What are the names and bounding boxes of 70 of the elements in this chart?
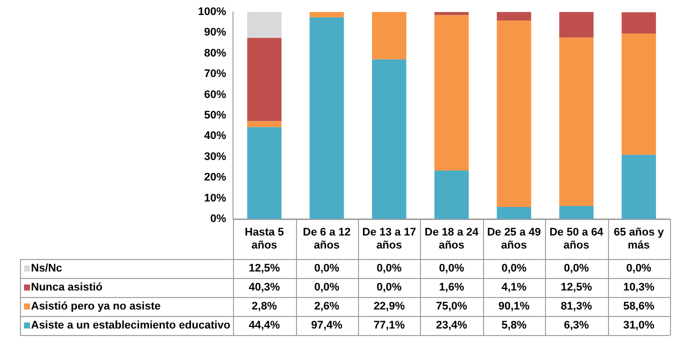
x-tick-label: De 25 a 49 años	[487, 226, 541, 252]
bar	[434, 170, 469, 219]
x-tick-label: De 18 a 24 años	[424, 226, 480, 252]
legend-label: Asiste a un establecimiento educativo	[31, 320, 231, 332]
data-label: 4,1%	[501, 282, 527, 294]
bar	[310, 17, 344, 219]
bar	[247, 121, 282, 128]
bar	[310, 12, 344, 18]
data-label: 0,0%	[376, 262, 402, 275]
y-tick-label: 10%	[204, 192, 226, 204]
data-label: 0,0%	[439, 262, 464, 275]
data-label: 12,5%	[248, 262, 280, 275]
bar	[559, 38, 594, 206]
y-tick-label: 70%	[204, 68, 226, 80]
data-label: 58,6%	[623, 300, 655, 313]
data-label: 1,6%	[439, 282, 464, 294]
bar	[496, 20, 532, 207]
bar	[496, 12, 532, 20]
data-label: 81,3%	[560, 300, 592, 313]
data-label: 40,3%	[248, 282, 280, 294]
y-tick-label: 40%	[204, 130, 226, 142]
data-label: 90,1%	[498, 300, 530, 313]
data-label: 44,4%	[248, 320, 280, 332]
data-label: 0,0%	[501, 262, 527, 275]
x-tick-label: 65 años y más	[614, 226, 665, 252]
bar	[247, 12, 282, 38]
data-label: 23,4%	[436, 320, 468, 332]
data-label: 75,0%	[436, 300, 468, 313]
y-tick-label: 50%	[204, 110, 226, 122]
bar	[559, 206, 594, 219]
x-tick-label: De 50 a 64 años	[549, 226, 604, 252]
data-label: 31,0%	[623, 320, 655, 332]
data-label: 22,9%	[374, 300, 405, 313]
data-label: 2,8%	[252, 300, 278, 313]
legend-label: Nunca asistió	[31, 282, 103, 294]
bar	[434, 12, 469, 16]
bar	[434, 15, 469, 171]
data-label: 2,6%	[314, 300, 340, 313]
data-label: 5,8%	[501, 320, 527, 332]
data-label: 0,0%	[626, 262, 652, 275]
data-label: 0,0%	[564, 262, 590, 275]
y-tick-label: 80%	[204, 47, 226, 60]
legend-label: Ns/Nc	[31, 262, 62, 275]
data-label: 12,5%	[560, 282, 592, 294]
bar	[559, 12, 594, 38]
bar	[622, 12, 656, 34]
x-tick-label: De 6 a 12 años	[302, 226, 351, 252]
y-tick-label: 100%	[198, 6, 226, 18]
data-label: 77,1%	[374, 320, 405, 332]
x-tick-label: De 13 a 17 años	[362, 226, 416, 252]
bar	[247, 38, 282, 122]
data-label: 6,3%	[564, 320, 590, 332]
y-tick-label: 30%	[204, 150, 226, 163]
y-tick-label: 90%	[204, 26, 226, 39]
data-label: 97,4%	[311, 320, 343, 332]
bar	[372, 12, 406, 60]
bar	[372, 59, 406, 219]
data-label: 0,0%	[314, 282, 340, 294]
data-label: 0,0%	[314, 262, 340, 275]
bar	[622, 34, 656, 155]
y-tick-label: 0%	[210, 213, 226, 226]
legend-label: Asistió pero ya no asiste	[31, 300, 161, 313]
x-tick-label: Hasta 5 años	[244, 226, 284, 252]
y-tick-label: 60%	[204, 88, 226, 101]
bar	[247, 127, 282, 219]
data-label: 10,3%	[623, 282, 655, 294]
bar	[496, 206, 532, 219]
bar	[622, 154, 656, 219]
data-label: 0,0%	[376, 282, 402, 294]
y-tick-label: 20%	[204, 172, 226, 184]
